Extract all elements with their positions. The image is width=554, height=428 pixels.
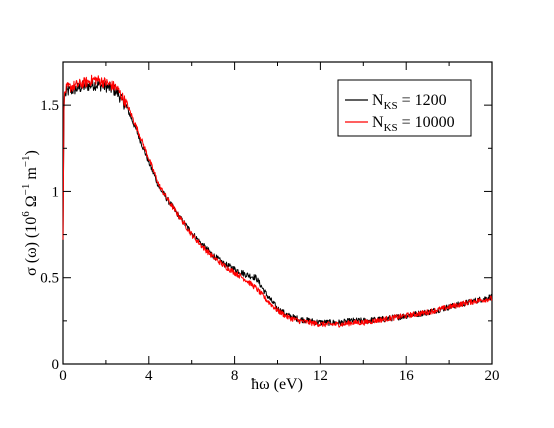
- x-tick-label: 16: [399, 368, 415, 384]
- legend: NKS = 1200 NKS = 10000: [337, 79, 472, 137]
- x-tick-label: 12: [313, 368, 328, 384]
- x-tick-label: 20: [485, 368, 500, 384]
- y-axis-label-open: (10: [23, 217, 40, 238]
- y-axis-label-exp3: −1: [20, 155, 32, 167]
- legend-entry-1200: NKS = 1200: [372, 92, 447, 112]
- legend-box: [337, 79, 472, 137]
- ticks-layer: 0 4 8 12 16 20 0 0.5 1 1.5: [40, 62, 500, 384]
- y-tick-label: 0: [52, 357, 60, 373]
- y-tick-label: 1: [52, 184, 60, 200]
- series-line-10000: [62, 74, 493, 328]
- x-axis-label: ħω (eV): [251, 376, 303, 393]
- series-layer: [62, 74, 493, 328]
- y-tick-label: 0.5: [40, 271, 59, 287]
- y-tick-label: 1.5: [40, 98, 59, 114]
- y-axis-label-symbol: σ (ω): [23, 242, 40, 276]
- x-tick-label: 4: [145, 368, 153, 384]
- x-axis-label-unit: (eV): [274, 376, 303, 393]
- y-axis-label-close: ): [23, 150, 40, 155]
- y-axis-label: σ (ω) (106 Ω−1 m−1): [20, 150, 40, 276]
- y-axis-label-exp2: −1: [20, 184, 32, 196]
- y-axis-label-mid: Ω: [23, 195, 40, 211]
- x-tick-label: 8: [231, 368, 239, 384]
- legend-entry-10000: NKS = 10000: [372, 114, 455, 134]
- y-axis-label-unit-m: m: [23, 167, 40, 184]
- y-axis-label-exp1: 6: [20, 211, 32, 217]
- x-tick-label: 0: [59, 368, 67, 384]
- x-axis-label-prefix: ħω: [251, 376, 270, 393]
